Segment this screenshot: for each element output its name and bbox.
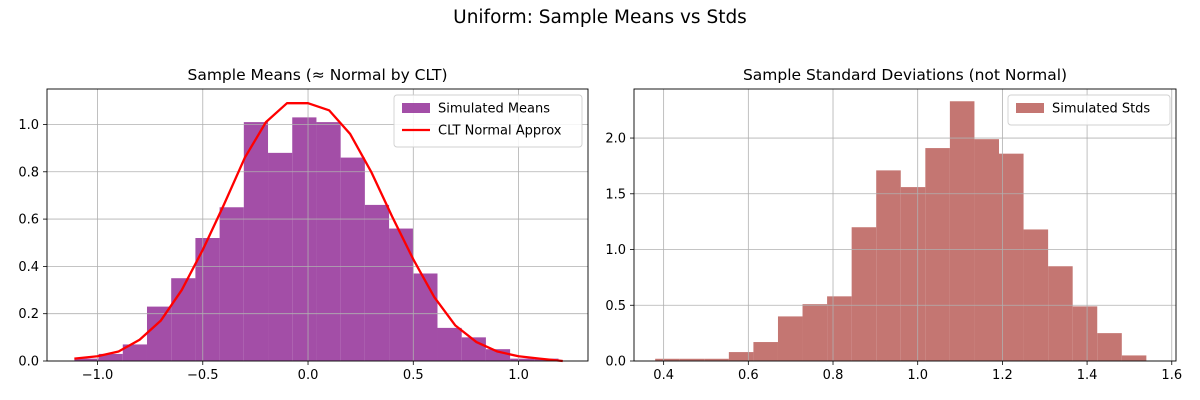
tick-marks (630, 137, 1173, 365)
histogram-bar (413, 273, 438, 361)
histogram-bar (437, 327, 462, 361)
y-tick-label: 0.0 (18, 355, 39, 370)
legend-label: Simulated Stds (1052, 102, 1150, 117)
histogram-bar (389, 228, 414, 361)
legend: Simulated Stds (1007, 94, 1171, 126)
x-tick-label: 0.6 (738, 368, 759, 383)
x-tick-label: 1.4 (1077, 368, 1098, 383)
histogram-bar (292, 117, 317, 361)
histogram-bar (777, 316, 803, 361)
histogram-bar (268, 152, 293, 361)
histogram-bar (122, 344, 147, 361)
chart-title: Sample Means (≈ Normal by CLT) (187, 66, 447, 84)
histogram-bar (704, 358, 729, 361)
x-tick-label: 1.6 (1161, 368, 1182, 383)
legend-box (1007, 94, 1171, 126)
figure-suptitle: Uniform: Sample Means vs Stds (453, 7, 747, 28)
tick-marks (43, 124, 519, 365)
x-tick-label: 1.0 (508, 368, 529, 383)
y-tick-label: 0.5 (605, 299, 626, 314)
histogram-bar (74, 358, 99, 361)
y-tick-label: 1.5 (605, 187, 626, 202)
histogram-bar (340, 157, 365, 361)
legend-swatch (402, 103, 430, 113)
y-tick-label: 0.0 (605, 355, 626, 370)
histogram-bar (679, 358, 705, 361)
histogram-bar (827, 296, 852, 361)
histogram-bar (974, 139, 999, 361)
histogram-bar (655, 358, 680, 361)
x-tick-label: 1.2 (992, 368, 1013, 383)
histogram-bar (146, 306, 172, 361)
histogram-bar (728, 352, 754, 361)
histogram-bar (900, 187, 926, 361)
normal-approx-line (74, 102, 563, 363)
histogram-bar (925, 148, 950, 361)
histogram-bar (1121, 355, 1147, 361)
histogram-bar (510, 358, 535, 361)
y-tick-label: 0.8 (18, 165, 39, 180)
chart-title: Sample Standard Deviations (not Normal) (743, 66, 1067, 84)
legend-label: Simulated Means (438, 102, 550, 117)
sample-stds-chart: 0.4 0.6 0.8 1.0 1.2 1.4 1.6 0.0 0.5 1.0 1.5 2.0 Samp… (605, 66, 1182, 383)
y-tick-label: 0.4 (18, 260, 39, 275)
histogram-bar (1048, 266, 1073, 361)
histogram-bar (753, 342, 778, 361)
histogram-bar (98, 353, 123, 361)
axes-frame (633, 88, 1177, 362)
histogram-bar (1072, 306, 1098, 361)
histogram-bar (171, 278, 196, 361)
x-tick-label: −1.0 (82, 368, 114, 383)
y-tick-label: 0.2 (18, 307, 39, 322)
histogram-bar (1023, 229, 1049, 361)
histogram-bars (655, 101, 1147, 361)
x-tick-label: 0.4 (653, 368, 674, 383)
x-tick-label: −0.5 (187, 368, 219, 383)
histogram-bar (243, 122, 269, 361)
histogram-bar (219, 207, 244, 361)
histogram-bar (1097, 333, 1122, 361)
legend-box (393, 94, 583, 148)
y-tick-label: 0.6 (18, 213, 39, 228)
axes-frame (46, 88, 589, 362)
histogram-bar (999, 153, 1024, 361)
histogram-bar (876, 170, 901, 361)
y-tick-label: 1.0 (18, 118, 39, 133)
histogram-bar (485, 349, 511, 361)
histogram-bar (851, 227, 877, 361)
legend-label: CLT Normal Approx (438, 124, 562, 139)
x-tick-label: 0.8 (823, 368, 844, 383)
legend-swatch (1016, 103, 1044, 113)
histogram-bar (949, 101, 975, 361)
histogram-bar (802, 304, 828, 361)
y-tick-label: 1.0 (605, 243, 626, 258)
histogram-bar (316, 122, 341, 361)
x-tick-label: 0.0 (298, 368, 319, 383)
sample-means-chart: −1.0 −0.5 0.0 0.5 1.0 0.0 0.2 0.4 0.6 0.8 1.0 Sampl… (18, 66, 589, 383)
x-tick-label: 1.0 (907, 368, 928, 383)
y-tick-label: 2.0 (605, 132, 626, 147)
legend: Simulated Means CLT Normal Approx (393, 94, 583, 148)
histogram-bar (364, 204, 390, 361)
histogram-bars (74, 117, 559, 361)
x-tick-label: 0.5 (403, 368, 424, 383)
